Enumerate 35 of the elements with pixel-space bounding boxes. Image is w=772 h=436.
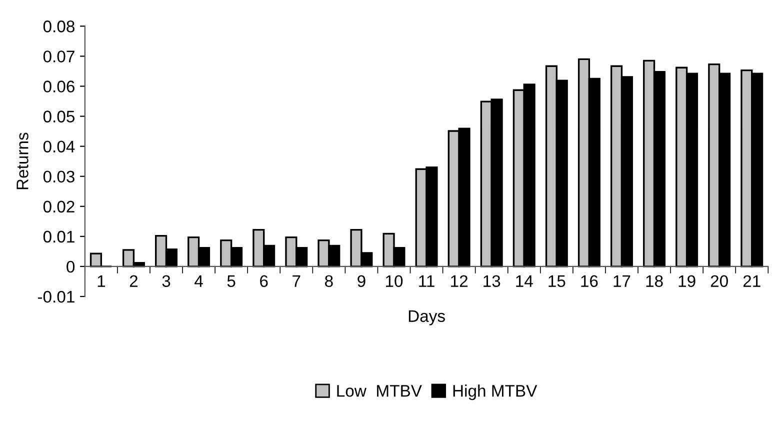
x-tick-label: 14 (516, 275, 533, 287)
x-tick-label: 4 (194, 275, 203, 287)
x-axis-title: Days (408, 310, 445, 326)
x-tick-label: 20 (710, 275, 728, 288)
x-tick-label: 11 (419, 275, 434, 287)
x-tick-label: 7 (292, 275, 300, 287)
y-tick-label: 0.03 (43, 170, 74, 183)
x-tick-label: 13 (484, 275, 500, 288)
x-tick-label: 1 (98, 275, 106, 287)
x-tick-label: 18 (646, 275, 663, 288)
x-tick-label: 15 (548, 275, 566, 288)
x-tick-label: 21 (743, 275, 760, 287)
y-tick-label: 0.01 (43, 230, 74, 243)
y-tick-label: 0.07 (43, 50, 74, 62)
x-tick-label: 10 (386, 275, 403, 288)
x-tick-label: 9 (358, 275, 366, 288)
x-tick-label: 2 (130, 275, 138, 287)
x-tick-label: 5 (227, 275, 236, 288)
y-tick-label: 0.06 (43, 80, 74, 92)
y-axis-title: Returns (16, 132, 28, 190)
y-tick-label: -0.01 (38, 290, 74, 303)
y-tick-label: 0.02 (43, 200, 74, 213)
x-tick-label: 8 (325, 275, 333, 288)
x-tick-label: 3 (162, 275, 170, 288)
legend-label: Low MTBV (337, 385, 422, 397)
x-tick-label: 12 (451, 275, 468, 287)
x-tick-label: 6 (260, 275, 268, 288)
y-tick-label: 0 (66, 260, 75, 273)
legend-label: High MTBV (453, 384, 538, 400)
x-tick-label: 16 (581, 275, 598, 288)
y-tick-label: 0.05 (43, 110, 74, 122)
y-tick-label: 0.04 (43, 140, 75, 153)
x-tick-label: 19 (678, 275, 696, 288)
y-tick-label: 0.08 (43, 20, 74, 32)
x-tick-label: 17 (614, 275, 630, 287)
